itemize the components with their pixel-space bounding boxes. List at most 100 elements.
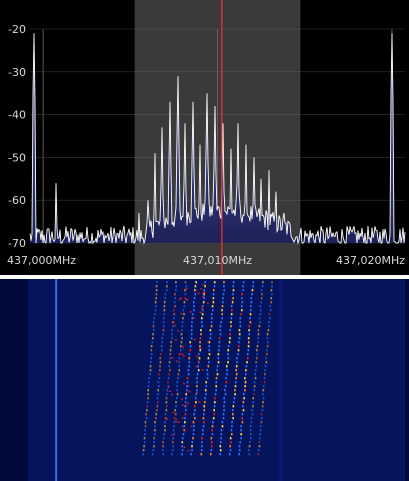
waterfall-tone-dot	[142, 453, 145, 456]
waterfall-tone-dot	[250, 421, 253, 424]
waterfall-tone-dot	[239, 325, 242, 328]
waterfall-tone-dot	[232, 297, 234, 300]
waterfall-tone-dot	[259, 433, 261, 436]
waterfall-burst-dot	[170, 393, 173, 396]
waterfall-tone-dot	[194, 409, 196, 412]
waterfall-tone-dot	[171, 337, 173, 340]
waterfall-tone-dot	[182, 433, 185, 436]
waterfall-tone-dot	[173, 417, 176, 420]
waterfall-tone-dot	[150, 357, 152, 360]
waterfall-tone-dot	[153, 329, 155, 332]
waterfall-burst-dot	[192, 317, 195, 319]
waterfall-tone-dot	[190, 329, 193, 332]
waterfall-tone-dot	[196, 389, 198, 392]
waterfall-tone-dot	[218, 341, 221, 344]
waterfall-tone-dot	[153, 441, 155, 444]
waterfall-tone-dot	[245, 365, 248, 368]
waterfall-tone-dot	[190, 453, 192, 456]
waterfall-tone-dot	[213, 409, 215, 412]
waterfall-tone-dot	[149, 365, 152, 368]
waterfall-tone-dot	[220, 437, 222, 440]
waterfall-tone-dot	[238, 449, 241, 452]
waterfall-tone-dot	[191, 317, 194, 320]
waterfall-tone-dot	[260, 425, 262, 428]
waterfall-tone-dot	[164, 429, 166, 432]
waterfall-tone-dot	[205, 385, 208, 388]
waterfall-tone-dot	[250, 433, 252, 436]
waterfall-tone-dot	[191, 325, 193, 328]
waterfall-tone-dot	[249, 313, 252, 316]
waterfall-tone-dot	[264, 373, 266, 376]
waterfall-tone-dot	[223, 401, 226, 404]
waterfall-panel[interactable]	[0, 279, 409, 481]
waterfall-tone-dot	[192, 437, 194, 440]
waterfall-tone-dot	[253, 385, 256, 388]
waterfall-tone-dot	[241, 413, 244, 416]
waterfall-tone-dot	[242, 281, 245, 284]
waterfall-tone-dot	[183, 305, 186, 308]
waterfall-burst-dot	[200, 288, 203, 290]
waterfall-tone-dot	[243, 397, 245, 400]
waterfall-tone-dot	[221, 425, 224, 428]
waterfall-tone-dot	[240, 429, 242, 432]
waterfall-tone-dot	[144, 425, 147, 428]
waterfall-tone-dot	[168, 361, 171, 364]
waterfall-tone-dot	[246, 361, 248, 364]
waterfall-tone-dot	[230, 429, 233, 432]
waterfall-tone-dot	[150, 345, 153, 348]
waterfall-tone-dot	[251, 289, 254, 292]
waterfall-tone-dot	[187, 373, 190, 376]
waterfall-tone-dot	[171, 333, 173, 336]
waterfall-tone-dot	[191, 449, 193, 452]
waterfall-tone-dot	[163, 313, 166, 316]
waterfall-tone-dot	[150, 361, 152, 364]
panel-separator[interactable]	[0, 275, 409, 279]
waterfall-tone-dot	[240, 425, 242, 428]
waterfall-tone-dot	[195, 281, 197, 284]
waterfall-tone-dot	[172, 445, 175, 448]
waterfall-tone-dot	[229, 437, 232, 440]
spectrum-plot[interactable]: -20 -30 -40 -50 -60 -70 437,000MHz 437,0…	[0, 0, 409, 275]
waterfall-tone-dot	[212, 417, 215, 420]
waterfall-tone-dot	[241, 309, 243, 312]
waterfall-tone-dot	[147, 389, 149, 392]
waterfall-tone-dot	[231, 425, 233, 428]
waterfall-tone-dot	[159, 369, 161, 372]
waterfall-tone-dot	[159, 365, 161, 368]
waterfall-tone-dot	[215, 389, 217, 392]
waterfall-tone-dot	[257, 453, 260, 456]
waterfall-tone-dot	[267, 341, 269, 344]
waterfall-tone-dot	[249, 429, 252, 432]
waterfall-burst-dot	[190, 425, 193, 428]
waterfall-tone-dot	[147, 393, 149, 396]
waterfall-tone-dot	[169, 353, 172, 356]
waterfall-tone-dot	[244, 389, 246, 392]
waterfall-tone-dot	[229, 337, 231, 340]
waterfall-tone-dot	[188, 357, 191, 360]
waterfall-tone-dot	[189, 345, 192, 348]
waterfall-tone-dot	[220, 433, 223, 436]
waterfall-tone-dot	[206, 377, 209, 380]
waterfall-tone-dot	[211, 305, 214, 308]
waterfall-tone-dot	[247, 353, 249, 356]
waterfall-tone-dot	[173, 433, 175, 436]
waterfall-tone-dot	[196, 377, 198, 380]
spectrum-panel[interactable]: -20 -30 -40 -50 -60 -70 437,000MHz 437,0…	[0, 0, 409, 275]
waterfall-tone-dot	[258, 437, 261, 440]
waterfall-tone-dot	[229, 329, 231, 332]
waterfall-burst-dot	[173, 324, 176, 327]
waterfall-tone-dot	[257, 333, 260, 336]
waterfall-tone-dot	[198, 353, 200, 356]
waterfall-tone-dot	[210, 453, 212, 456]
waterfall-tone-dot	[248, 333, 251, 336]
waterfall-tone-dot	[236, 361, 238, 364]
waterfall-burst-dot	[206, 302, 209, 304]
waterfall-burst-dot	[172, 321, 175, 324]
waterfall-tone-dot	[224, 385, 227, 388]
waterfall-tone-dot	[235, 369, 237, 372]
waterfall-tone-dot	[153, 313, 156, 316]
waterfall-tone-dot	[261, 293, 263, 296]
waterfall-tone-dot	[247, 337, 250, 340]
waterfall-tone-dot	[171, 329, 173, 332]
waterfall-burst-dot	[174, 339, 177, 341]
